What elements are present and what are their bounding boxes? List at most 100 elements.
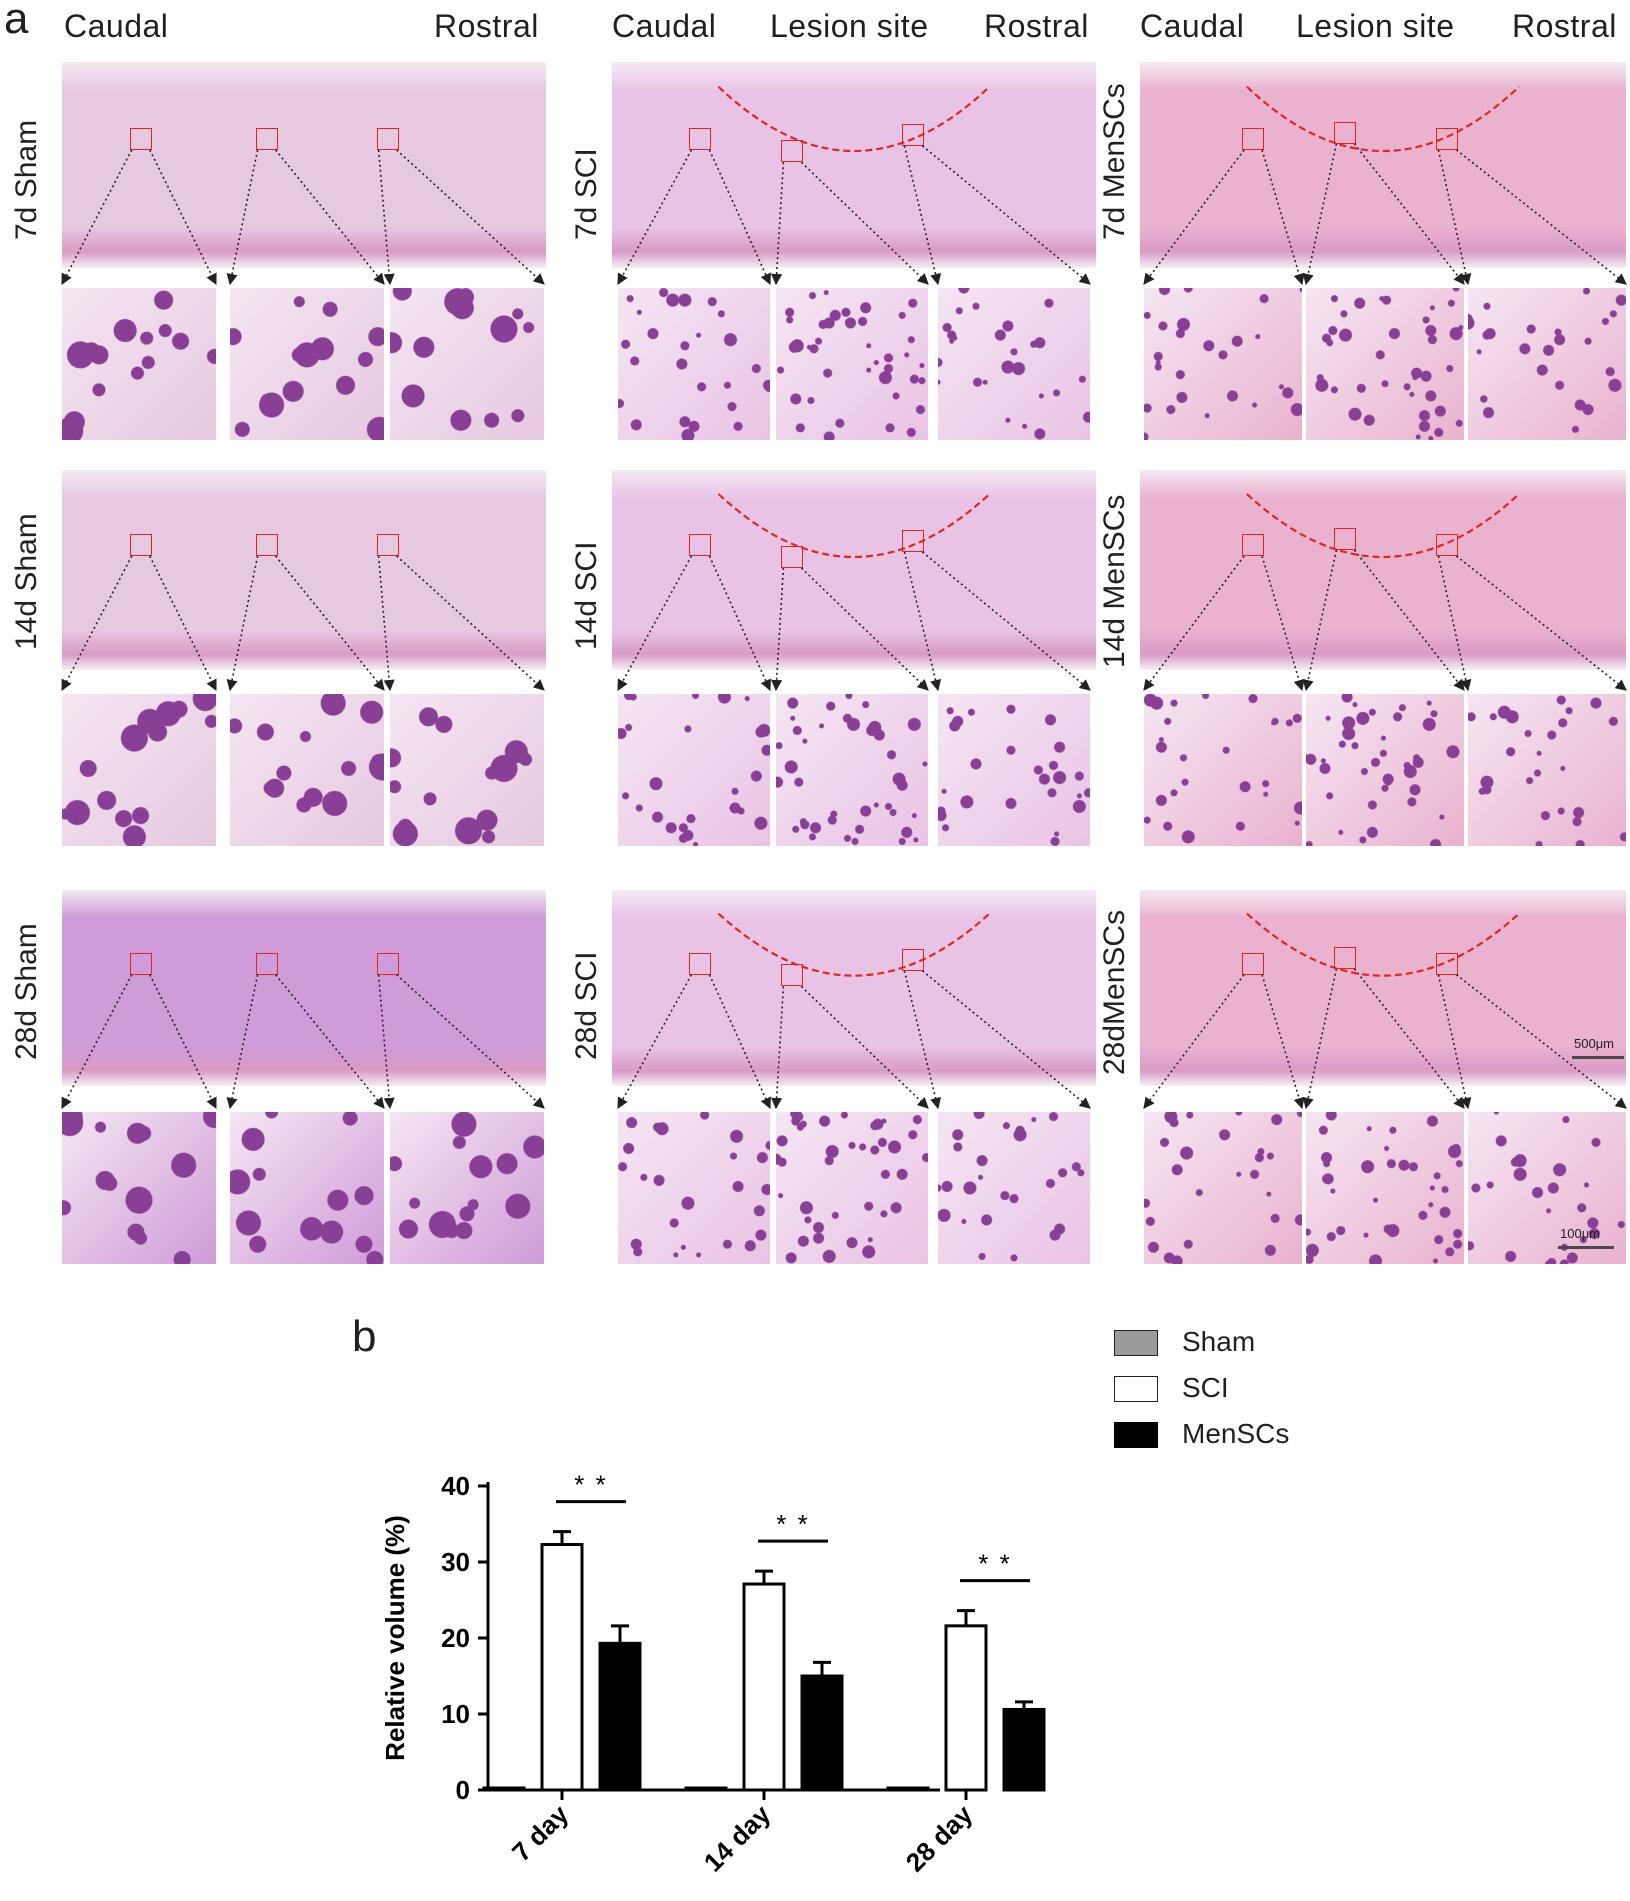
roi-box <box>1242 534 1265 556</box>
col3-rostral-header: Rostral <box>1512 8 1617 44</box>
zoom-arrow <box>1437 149 1472 286</box>
zoom-arrow <box>1261 149 1305 286</box>
overview-scale-bar <box>1572 1056 1624 1059</box>
zoom-arrow <box>617 149 693 285</box>
zoom-arrow <box>1143 149 1245 285</box>
bar-sham <box>684 1786 728 1792</box>
bar-sci <box>742 1582 786 1792</box>
legend: Sham SCI MenSCs <box>1114 1326 1354 1460</box>
inset-mensc-row2-2 <box>1306 694 1464 846</box>
zoom-arrow <box>1261 555 1305 692</box>
panel-a-letter: a <box>4 0 29 43</box>
col3-lesion-header: Lesion site <box>1296 8 1455 44</box>
roi-box <box>129 952 152 975</box>
bar-sci <box>540 1543 584 1792</box>
inset-mensc-row1-2 <box>1306 288 1464 440</box>
zoom-arrow <box>903 551 942 692</box>
relative-volume-chart: 0 10 20 30 40 Relative volume (%) 7 day * * 14 d… <box>380 1470 1046 1878</box>
zoom-arrow <box>771 567 785 692</box>
x-tick-label: 7 day <box>506 1799 575 1868</box>
inset-mensc-row3-1 <box>1144 1112 1302 1264</box>
zoom-arrow <box>1437 555 1472 692</box>
overview-sham-row3 <box>62 890 546 1086</box>
roi-box <box>129 127 152 150</box>
roi-box <box>781 546 804 568</box>
overview-mensc-row1 <box>1140 62 1626 268</box>
roi-box <box>1436 534 1459 556</box>
y-axis-label: Relative volume (%) <box>380 1515 410 1761</box>
inset-sham-row1-1 <box>62 288 216 440</box>
roi-box <box>255 127 278 150</box>
roi-box <box>781 140 804 163</box>
inset-sci-row1-2 <box>776 288 928 440</box>
inset-mensc-row2-3 <box>1468 694 1626 846</box>
roi-box <box>255 952 278 975</box>
inset-sham-row3-2 <box>230 1112 384 1264</box>
zoom-arrow <box>396 555 545 691</box>
zoom-arrow <box>1353 143 1465 285</box>
zoom-arrow <box>396 974 545 1109</box>
overview-sci-row2 <box>612 470 1096 670</box>
lesion-outline <box>717 85 991 152</box>
inset-sham-row2-3 <box>390 694 544 846</box>
y-tick-label: 0 <box>456 1775 470 1805</box>
inset-sci-row2-2 <box>776 694 928 846</box>
roi-box <box>376 127 399 150</box>
inset-sci-row2-1 <box>618 694 770 846</box>
histology-overlay <box>61 85 1627 1110</box>
zoom-arrow <box>1143 555 1245 691</box>
zoom-arrow <box>921 970 1091 1109</box>
x-tick-label: 28 day <box>900 1799 979 1878</box>
inset-sci-row3-1 <box>618 1112 770 1264</box>
roi-box <box>1242 127 1265 150</box>
legend-swatch-sci <box>1114 1376 1158 1402</box>
zoom-arrow <box>377 555 395 692</box>
significance-stars: * * <box>776 1509 809 1539</box>
roi-box <box>129 534 152 556</box>
zoom-arrow <box>1437 974 1472 1110</box>
col1-rostral-header: Rostral <box>434 8 539 44</box>
bar-menscs <box>598 1641 642 1792</box>
legend-label-mensc: MenSCs <box>1182 1418 1290 1449</box>
zoom-arrow <box>1455 149 1627 285</box>
overview-sci-row1 <box>612 62 1096 268</box>
inset-sham-row2-1 <box>62 694 216 846</box>
overview-sci-row3 <box>612 890 1096 1086</box>
inset-sham-row3-3 <box>390 1112 544 1264</box>
roi-box <box>1334 946 1357 969</box>
y-tick-label: 40 <box>441 1471 470 1501</box>
panel-b-letter: b <box>352 1312 377 1361</box>
legend-label-sham: Sham <box>1182 1326 1256 1357</box>
zoom-arrow <box>903 970 942 1110</box>
inset-mensc-row1-3 <box>1468 288 1626 440</box>
roi-box <box>376 534 399 556</box>
bar-sham <box>886 1786 930 1792</box>
inset-sham-row3-1 <box>62 1112 216 1264</box>
zoom-arrow <box>1143 974 1245 1109</box>
lesion-outline <box>717 493 991 558</box>
zoom-arrow <box>708 555 771 692</box>
inset-scale-label: 100μm <box>1560 1226 1601 1241</box>
zoom-arrow <box>617 974 693 1109</box>
lesion-outline <box>717 912 991 977</box>
roi-box <box>689 952 712 975</box>
bar-menscs <box>1002 1707 1046 1792</box>
zoom-arrow <box>708 974 771 1110</box>
zoom-arrow <box>226 974 259 1110</box>
inset-scale-bar <box>1558 1246 1614 1249</box>
col2-rostral-header: Rostral <box>984 8 1089 44</box>
zoom-arrow <box>1302 968 1338 1110</box>
inset-mensc-row2-1 <box>1144 694 1302 846</box>
zoom-arrow <box>1353 549 1465 691</box>
y-tick-label: 30 <box>441 1547 470 1577</box>
zoom-arrow <box>149 149 217 286</box>
roi-box <box>1436 952 1459 975</box>
lesion-outline <box>1246 493 1520 558</box>
overview-scale-label: 500μm <box>1574 1036 1615 1051</box>
legend-swatch-mensc <box>1114 1422 1158 1448</box>
zoom-arrow <box>377 149 395 286</box>
inset-sci-row3-2 <box>776 1112 928 1264</box>
y-tick-label: 10 <box>441 1699 470 1729</box>
col1-caudal-header: Caudal <box>64 8 169 44</box>
zoom-arrow <box>61 974 133 1109</box>
